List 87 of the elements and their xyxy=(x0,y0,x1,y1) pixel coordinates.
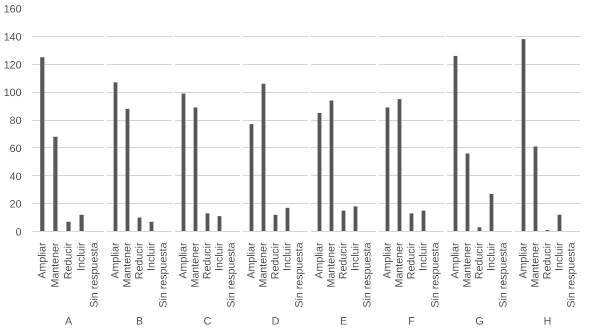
bar xyxy=(466,153,470,232)
x-tick-label: Mantener xyxy=(530,242,542,288)
x-tick-label: Sin respuesta xyxy=(430,242,442,308)
bar xyxy=(386,107,390,232)
x-tick-label: Incluir xyxy=(554,242,566,271)
x-tick-label: Sin respuesta xyxy=(566,242,578,308)
bar xyxy=(40,57,44,232)
bar xyxy=(218,216,222,232)
y-tick-label: 120 xyxy=(4,59,22,72)
x-tick-label: Reducir xyxy=(338,242,350,280)
bar xyxy=(342,210,346,232)
x-tick-label: Ampliar xyxy=(450,242,462,279)
y-tick-label: 0 xyxy=(16,226,22,238)
x-tick-label: Mantener xyxy=(190,242,202,288)
bar xyxy=(194,107,198,232)
x-tick-label: Ampliar xyxy=(178,242,190,279)
x-axis-title: C xyxy=(204,316,212,328)
x-tick-label: Mantener xyxy=(122,242,134,288)
x-tick-label: Sin respuesta xyxy=(226,242,238,308)
x-axis-title: G xyxy=(475,316,484,328)
x-tick-label: Sin respuesta xyxy=(362,242,374,308)
bar xyxy=(79,214,84,232)
x-tick-label: Mantener xyxy=(394,242,406,288)
bar xyxy=(138,218,142,232)
x-tick-label: Ampliar xyxy=(382,242,394,279)
bar xyxy=(126,108,130,232)
x-tick-label: Mantener xyxy=(258,242,270,288)
y-tick-label: 100 xyxy=(4,87,22,100)
x-tick-label: Incluir xyxy=(350,242,362,271)
x-tick-label: Reducir xyxy=(62,242,74,280)
x-tick-label: Reducir xyxy=(542,242,554,280)
bar xyxy=(330,100,334,232)
bar xyxy=(114,82,118,232)
bar xyxy=(318,113,322,232)
bar xyxy=(422,210,426,232)
x-tick-label: Incluir xyxy=(486,242,498,271)
x-tick-label: Reducir xyxy=(134,242,146,280)
x-tick-label: Sin respuesta xyxy=(294,242,306,308)
x-tick-label: Reducir xyxy=(202,242,214,280)
y-tick-label: 40 xyxy=(10,170,22,183)
x-tick-label: Reducir xyxy=(406,242,418,280)
x-tick-label: Sin respuesta xyxy=(158,242,170,308)
x-tick-label: Incluir xyxy=(418,242,430,271)
x-tick-label: Mantener xyxy=(326,242,338,288)
y-tick-label: 160 xyxy=(4,4,22,16)
bar xyxy=(53,136,58,232)
bar xyxy=(558,214,562,232)
bar xyxy=(250,124,254,232)
y-tick-label: 60 xyxy=(10,142,22,155)
bar xyxy=(534,146,538,232)
x-tick-label: Incluir xyxy=(214,242,226,271)
bar xyxy=(182,94,186,232)
bar xyxy=(354,206,358,232)
bar xyxy=(150,222,154,232)
bar xyxy=(274,214,278,232)
bar xyxy=(206,213,210,232)
bar xyxy=(398,99,402,232)
x-tick-label: Ampliar xyxy=(110,242,122,279)
bar xyxy=(522,39,526,232)
x-tick-label: Reducir xyxy=(270,242,282,280)
x-axis-title: A xyxy=(64,316,73,328)
y-tick-label: 140 xyxy=(4,31,22,44)
x-tick-label: Ampliar xyxy=(518,242,530,279)
x-tick-label: Sin respuesta xyxy=(88,242,101,308)
x-axis-title: B xyxy=(136,316,144,328)
bar xyxy=(286,208,290,232)
bar xyxy=(262,84,266,232)
x-tick-label: Mantener xyxy=(49,242,62,288)
x-tick-label: Incluir xyxy=(146,242,158,271)
x-axis-title: D xyxy=(272,316,280,328)
y-tick-label: 20 xyxy=(10,198,22,211)
x-axis-title: F xyxy=(408,316,416,328)
x-tick-label: Reducir xyxy=(474,242,486,280)
x-tick-label: Mantener xyxy=(462,242,474,288)
bar xyxy=(490,194,494,232)
y-tick-label: 80 xyxy=(10,115,22,127)
bar xyxy=(410,213,414,232)
x-tick-label: Ampliar xyxy=(314,242,326,279)
x-axis-title: E xyxy=(340,316,348,328)
x-tick-label: Incluir xyxy=(282,242,294,271)
x-tick-label: Incluir xyxy=(76,242,88,271)
x-tick-label: Ampliar xyxy=(246,242,258,279)
x-tick-label: Sin respuesta xyxy=(498,242,510,308)
bar xyxy=(454,56,458,232)
bar xyxy=(66,222,71,232)
x-tick-label: Ampliar xyxy=(36,242,48,279)
x-axis-title: H xyxy=(544,316,552,328)
